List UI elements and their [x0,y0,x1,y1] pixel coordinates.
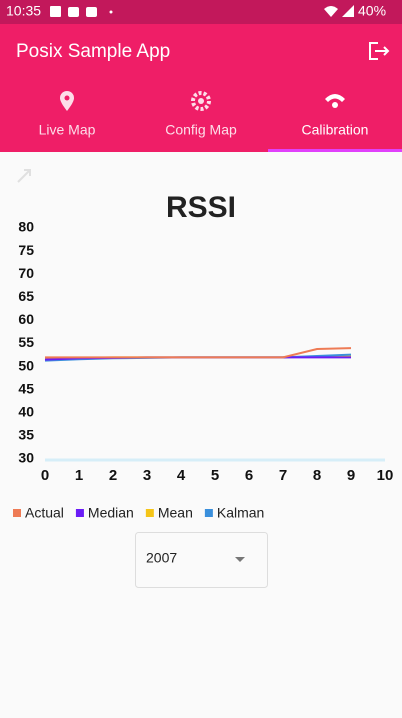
y-tick-label: 65 [18,288,34,304]
dropdown-value: 2007 [146,550,177,566]
tab[interactable]: Live Map [39,91,96,138]
x-tick-label: 7 [279,467,287,484]
legend-label: Actual [25,505,64,521]
legend-label: Kalman [217,505,264,521]
logout-button[interactable] [369,42,390,60]
x-tick-label: 2 [109,467,117,484]
x-tick-label: 10 [377,467,394,484]
y-tick-label: 30 [18,450,34,466]
dropdown[interactable]: 2007 [135,532,268,588]
app-bar [0,24,402,152]
x-tick-label: 6 [245,467,253,484]
tab[interactable]: Config Map [165,91,237,138]
app-title: Posix Sample App [16,41,170,62]
y-tick-label: 75 [18,242,34,258]
x-tick-label: 8 [313,467,321,484]
legend-label: Median [88,505,134,521]
y-tick-label: 70 [18,265,34,281]
series-line [45,347,352,359]
y-tick-label: 80 [18,219,34,235]
x-tick-label: 4 [177,467,186,484]
tab[interactable]: Calibration [302,94,369,138]
tab-label: Calibration [302,122,369,138]
legend-label: Mean [158,505,193,521]
tab-label: Live Map [39,122,96,138]
legend-swatch [145,509,154,517]
x-tick-label: 9 [347,467,355,484]
y-tick-label: 35 [18,427,34,443]
x-tick-label: 5 [211,467,219,484]
y-tick-label: 40 [18,404,34,420]
legend-swatch [204,509,213,517]
status-dot [109,10,113,14]
status-icon [86,7,97,17]
y-tick-label: 60 [18,311,34,327]
status-time: 10:35 [6,3,41,19]
status-icon [50,6,61,17]
tab-label: Config Map [165,122,237,138]
battery-text: 40% [358,3,386,19]
y-tick-label: 55 [18,334,34,350]
y-tick-label: 50 [18,357,34,373]
x-tick-label: 1 [75,467,83,484]
x-tick-label: 0 [41,467,49,484]
legend-swatch [75,509,84,517]
signal-icon [342,5,354,17]
legend-swatch [13,509,21,517]
x-tick-label: 3 [143,467,151,484]
tab-indicator [268,149,402,152]
chart-title: RSSI [166,191,236,224]
wifi-icon [324,6,338,17]
refresh-icon[interactable] [17,169,31,183]
status-icon [68,7,79,17]
y-tick-label: 45 [18,380,34,396]
